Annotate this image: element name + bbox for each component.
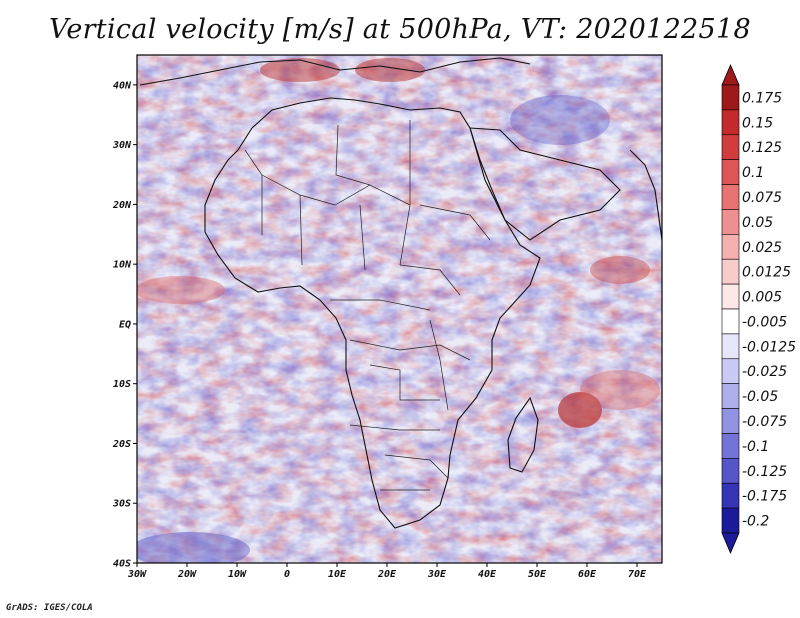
colorbar-label: 0.05 [742, 215, 773, 231]
colorbar-label: -0.1 [742, 439, 769, 455]
colorbar-label: 0.075 [742, 190, 782, 206]
india-coastline [629, 149, 662, 241]
colorbar-swatch [721, 383, 740, 409]
colorbar-swatch [721, 358, 740, 384]
lon-tick-label: 70E [628, 569, 647, 580]
chart-title: Vertical velocity [m/s] at 500hPa, VT: 2… [49, 14, 751, 45]
lat-tick-label: 20N [112, 200, 132, 211]
colorbar-swatch [721, 333, 740, 360]
colorbar-swatch [721, 433, 740, 459]
colorbar-label: -0.175 [742, 489, 787, 505]
colorbar-swatch [721, 308, 740, 335]
colorbar-swatch [721, 184, 740, 210]
colorbar-swatch [721, 458, 740, 484]
colorbar-swatch [721, 84, 740, 111]
colorbar-label: 0.15 [742, 115, 773, 131]
colorbar-swatch [721, 258, 740, 285]
lon-tick-label: 20W [177, 569, 197, 580]
lat-tick-label: 10S [113, 379, 131, 390]
colorbar-bottom-arrow [721, 532, 740, 555]
colorbar-label: -0.025 [742, 364, 787, 380]
lon-tick-label: 60E [578, 569, 597, 580]
colorbar-label: 0.025 [742, 240, 782, 256]
africa-coastline [204, 97, 541, 529]
arabia-coastline [469, 127, 621, 241]
lon-tick-label: 10E [328, 569, 347, 580]
colorbar-label: 0.175 [742, 90, 782, 106]
coastlines [139, 57, 662, 529]
velocity-field [137, 55, 662, 563]
lon-tick-label: 20E [377, 569, 397, 580]
colorbar: 0.175 0.15 0.125 0.1 0.075 0.05 0.025 0.0125 0.0… [721, 63, 796, 555]
colorbar-swatch [721, 283, 740, 310]
colorbar-label: -0.05 [742, 389, 778, 405]
lat-tick-label: 10N [113, 260, 132, 271]
madagascar-coastline [507, 396, 539, 473]
credit-text: GrADS: IGES/COLA [6, 603, 93, 613]
country-borders [244, 120, 491, 491]
europe-coastline [139, 57, 531, 86]
colorbar-swatch [721, 408, 740, 434]
colorbar-label: 0.1 [742, 165, 764, 181]
colorbar-label: 0.005 [742, 290, 782, 306]
colorbar-swatch [721, 109, 740, 136]
colorbar-label: 0.125 [742, 140, 782, 156]
lat-tick-label: 30S [112, 499, 131, 510]
colorbar-swatch [721, 482, 740, 509]
colorbar-swatch [721, 209, 740, 235]
lon-tick-label: 40E [478, 569, 497, 580]
colorbar-label: -0.2 [742, 514, 769, 530]
lat-tick-label: 30N [112, 140, 132, 151]
colorbar-label: 0.0125 [742, 265, 791, 281]
colorbar-swatch [721, 159, 740, 185]
colorbar-label: -0.005 [742, 314, 787, 330]
lon-tick-label: 10W [228, 569, 247, 580]
colorbar-swatch [721, 234, 740, 260]
colorbar-label: -0.125 [742, 464, 787, 480]
lat-tick-label: 20S [112, 439, 131, 450]
longitude-axis: 30W 20W 10W 0 10E 20E 30E 40E 50E 60E 70E [127, 563, 647, 580]
colorbar-label: -0.0125 [742, 339, 796, 355]
colorbar-label: -0.075 [742, 414, 787, 430]
latitude-axis: 40N 30N 20N 10N EQ 10S 20S 30S 40S [112, 80, 137, 570]
lon-tick-label: 0 [284, 569, 290, 580]
colorbar-swatch [721, 134, 740, 160]
lon-tick-label: 30E [427, 569, 447, 580]
lon-tick-label: 30W [127, 569, 147, 580]
colorbar-top-arrow [721, 63, 740, 86]
lon-tick-label: 50E [528, 569, 547, 580]
plot-frame [136, 54, 663, 564]
colorbar-swatch [721, 507, 740, 534]
lat-tick-label: EQ [119, 319, 131, 330]
lat-tick-label: 40N [113, 80, 132, 91]
lat-tick-label: 40S [113, 559, 131, 570]
